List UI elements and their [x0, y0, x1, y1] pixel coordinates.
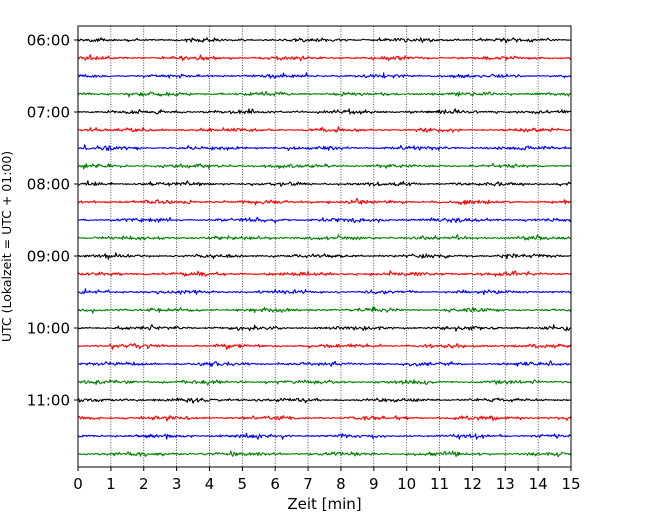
trace-line-2 — [77, 72, 572, 79]
trace-line-0 — [77, 37, 572, 44]
trace-line-5 — [77, 126, 572, 133]
trace-line-10 — [77, 216, 572, 224]
trace-line-9 — [77, 198, 572, 206]
x-tick-label-7: 7 — [303, 475, 313, 493]
x-tick-label-4: 4 — [205, 475, 215, 493]
x-tick-label-3: 3 — [172, 475, 182, 493]
x-tick-label-0: 0 — [73, 475, 83, 493]
x-tick-label-6: 6 — [270, 475, 280, 493]
x-tick-label-11: 11 — [430, 475, 449, 493]
trace-line-17 — [77, 342, 572, 350]
y-tick-label-2: 08:00 — [27, 176, 70, 194]
trace-line-11 — [77, 234, 572, 241]
trace-line-7 — [77, 162, 572, 170]
x-tick-label-12: 12 — [463, 475, 482, 493]
trace-line-6 — [77, 144, 572, 152]
trace-line-4 — [77, 108, 572, 115]
x-tick-label-1: 1 — [106, 475, 116, 493]
y-tick-label-5: 11:00 — [27, 392, 70, 410]
y-axis-label: UTC (Lokalzeit = UTC + 01:00) — [0, 151, 14, 342]
x-tick-label-10: 10 — [397, 475, 416, 493]
trace-line-18 — [77, 360, 571, 367]
x-tick-label-8: 8 — [336, 475, 346, 493]
trace-line-22 — [77, 432, 572, 440]
trace-line-19 — [77, 379, 572, 386]
y-tick-label-1: 07:00 — [27, 104, 70, 122]
trace-line-8 — [77, 180, 572, 187]
trace-lines — [77, 37, 572, 458]
trace-line-21 — [77, 415, 572, 422]
axis-labels: Zeit [min] UTC (Lokalzeit = UTC + 01:00) — [0, 151, 362, 513]
trace-line-16 — [77, 324, 572, 332]
x-tick-label-15: 15 — [561, 475, 580, 493]
trace-line-15 — [77, 306, 572, 314]
trace-line-23 — [78, 450, 572, 458]
axis-ticks: 0 1 2 3 4 5 6 7 8 9 10 11 12 13 14 1506:0007:0008:0009:… — [27, 32, 581, 494]
y-tick-label-3: 09:00 — [27, 248, 70, 266]
plot-frame — [77, 25, 572, 468]
x-axis-label: Zeit [min] — [287, 495, 361, 513]
trace-line-1 — [77, 54, 572, 62]
trace-line-12 — [77, 252, 572, 260]
x-tick-label-9: 9 — [369, 475, 379, 493]
trace-line-13 — [77, 270, 572, 277]
x-tick-label-5: 5 — [238, 475, 248, 493]
x-tick-label-13: 13 — [496, 475, 515, 493]
y-tick-label-0: 06:00 — [27, 32, 70, 50]
y-tick-label-4: 10:00 — [27, 320, 70, 338]
trace-line-3 — [77, 90, 572, 98]
x-tick-label-14: 14 — [529, 475, 548, 493]
x-tick-label-2: 2 — [139, 475, 149, 493]
trace-line-14 — [77, 288, 572, 296]
trace-line-20 — [77, 397, 572, 404]
x-grid — [110, 26, 539, 467]
